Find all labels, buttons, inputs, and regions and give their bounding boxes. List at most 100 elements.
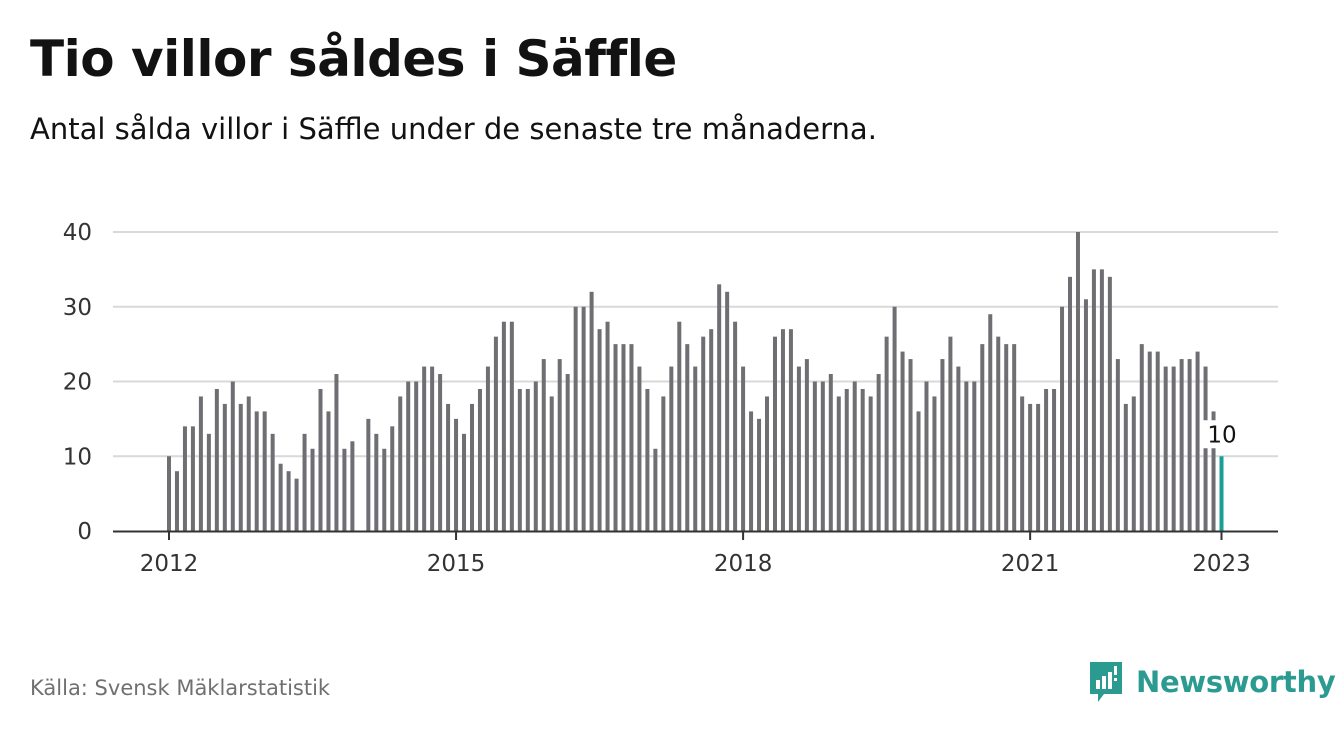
bar bbox=[366, 418, 371, 531]
bar bbox=[828, 374, 833, 531]
bar bbox=[230, 381, 235, 531]
bar bbox=[1147, 351, 1152, 531]
bar bbox=[820, 381, 825, 531]
bar bbox=[1155, 351, 1160, 531]
bar bbox=[757, 418, 762, 531]
bar bbox=[653, 448, 658, 531]
x-tick-label: 2023 bbox=[1192, 551, 1251, 577]
bar bbox=[669, 366, 674, 531]
bar bbox=[238, 403, 243, 531]
bar bbox=[310, 448, 315, 531]
bar bbox=[988, 314, 993, 531]
bar bbox=[1075, 232, 1080, 531]
bar bbox=[916, 411, 921, 531]
bar bbox=[517, 388, 522, 531]
bar bbox=[772, 336, 777, 531]
bar bbox=[581, 306, 586, 531]
bar bbox=[980, 344, 985, 531]
x-axis: 2012 2015 2018 2021 2023 bbox=[113, 530, 1278, 577]
bar bbox=[454, 418, 459, 531]
bar bbox=[709, 329, 714, 531]
bar bbox=[350, 441, 355, 531]
bar bbox=[262, 411, 267, 531]
bars bbox=[167, 232, 1224, 531]
bar bbox=[844, 388, 849, 531]
bar bbox=[438, 374, 443, 531]
bar bbox=[549, 396, 554, 531]
bar bbox=[1187, 359, 1192, 531]
bar bbox=[1171, 366, 1176, 531]
bar bbox=[717, 284, 722, 531]
bar bbox=[1131, 396, 1136, 531]
bar bbox=[637, 366, 642, 531]
bar bbox=[1044, 388, 1049, 531]
bar bbox=[374, 433, 379, 531]
bar bbox=[741, 366, 746, 531]
bar bbox=[1083, 299, 1088, 531]
bar bbox=[246, 396, 251, 531]
bar bbox=[541, 359, 546, 531]
data-label: 10 bbox=[1207, 422, 1236, 448]
y-tick-label: 0 bbox=[77, 519, 92, 545]
bar bbox=[294, 478, 299, 531]
bar bbox=[1091, 269, 1096, 531]
bar bbox=[812, 381, 817, 531]
bar bbox=[485, 366, 490, 531]
bar bbox=[876, 374, 881, 531]
bar bbox=[900, 351, 905, 531]
bar bbox=[1012, 344, 1017, 531]
bar bbox=[621, 344, 626, 531]
brand-name: Newsworthy bbox=[1136, 665, 1336, 699]
bar bbox=[589, 291, 594, 531]
bar bbox=[565, 374, 570, 531]
bar bbox=[501, 321, 506, 531]
bar bbox=[477, 388, 482, 531]
bar bbox=[446, 403, 451, 531]
bar bbox=[956, 366, 961, 531]
bar bbox=[278, 463, 283, 531]
x-tick-label: 2012 bbox=[140, 551, 199, 577]
bar bbox=[868, 396, 873, 531]
bar bbox=[996, 336, 1001, 531]
bar bbox=[390, 426, 395, 531]
bar bbox=[884, 336, 889, 531]
bar bbox=[182, 426, 187, 531]
bar bbox=[398, 396, 403, 531]
bar bbox=[1068, 276, 1073, 531]
bar bbox=[462, 433, 467, 531]
bar bbox=[685, 344, 690, 531]
bar bbox=[804, 359, 809, 531]
bar bbox=[1020, 396, 1025, 531]
bar bbox=[270, 433, 275, 531]
brand-logo[interactable]: Newsworthy bbox=[1088, 660, 1336, 704]
bar bbox=[286, 471, 291, 531]
bar bbox=[493, 336, 498, 531]
bar bbox=[796, 366, 801, 531]
bar bbox=[749, 411, 754, 531]
bar bbox=[693, 366, 698, 531]
data-labels: 10 bbox=[1203, 420, 1238, 449]
bar-highlight bbox=[1219, 456, 1224, 531]
bar bbox=[1099, 269, 1104, 531]
bar bbox=[852, 381, 857, 531]
bar bbox=[1036, 403, 1041, 531]
x-tick-label: 2018 bbox=[714, 551, 773, 577]
bar-chart: 0 10 20 30 40 2012 2015 2018 2021 2023 10 bbox=[63, 220, 1278, 577]
newsworthy-logo-icon bbox=[1090, 662, 1122, 702]
bar bbox=[382, 448, 387, 531]
bar bbox=[972, 381, 977, 531]
bar bbox=[701, 336, 706, 531]
chart-subtitle: Antal sålda villor i Säffle under de sen… bbox=[30, 112, 877, 146]
y-tick-label: 40 bbox=[63, 220, 92, 246]
bar bbox=[788, 329, 793, 531]
bar bbox=[892, 306, 897, 531]
y-axis: 0 10 20 30 40 bbox=[63, 220, 92, 545]
y-tick-label: 30 bbox=[63, 295, 92, 321]
bar bbox=[1123, 403, 1128, 531]
bar bbox=[167, 456, 171, 531]
data-label-bg bbox=[1203, 420, 1238, 449]
bar bbox=[1203, 366, 1208, 531]
bar bbox=[860, 388, 865, 531]
bar bbox=[206, 433, 211, 531]
bar bbox=[765, 396, 770, 531]
